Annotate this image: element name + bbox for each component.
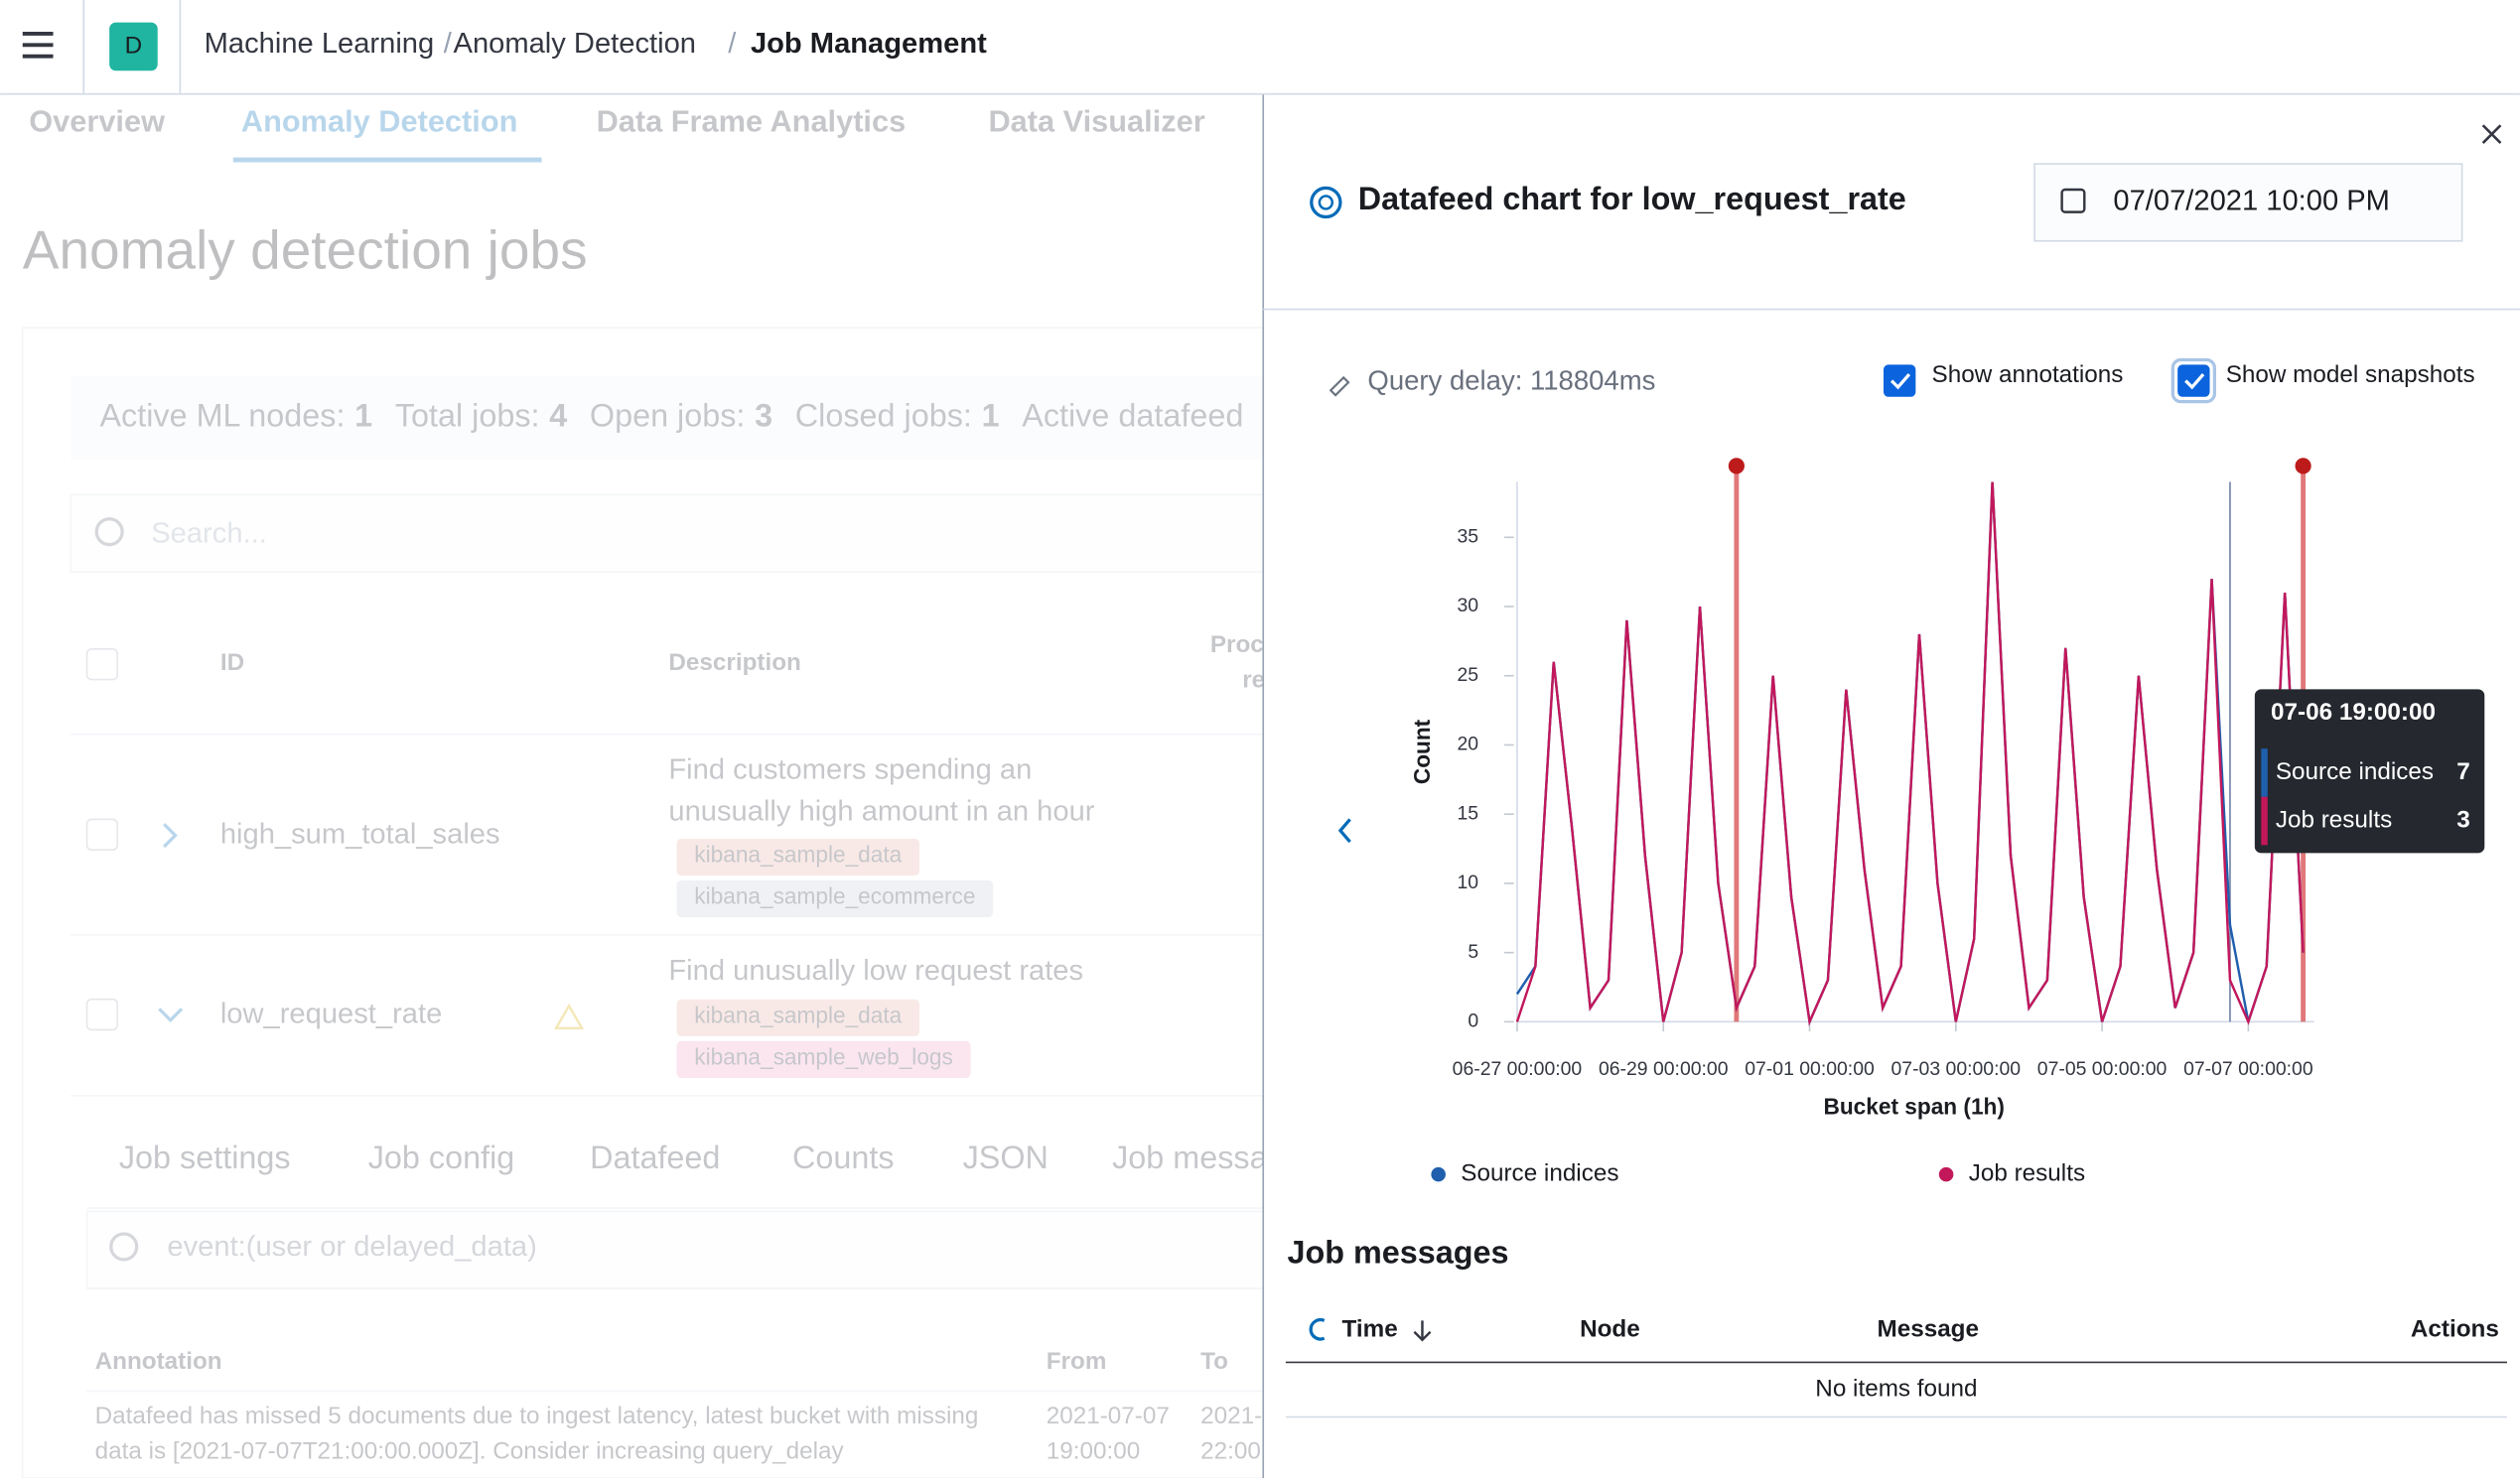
breadcrumb-sep: /: [444, 28, 453, 60]
legend-label[interactable]: Job results: [1969, 1160, 2085, 1187]
x-axis-title: Bucket span (1h): [1824, 1094, 2005, 1120]
query-delay: Query delay: 118804ms: [1367, 364, 1655, 395]
y-axis-title: Count: [1409, 719, 1435, 784]
checkmark: [1890, 373, 1911, 390]
date-picker[interactable]: [2033, 163, 2463, 242]
x-tick-label: 06-27 00:00:00: [1453, 1058, 1583, 1080]
flyout-title: Datafeed chart for low_request_rate: [1358, 181, 1906, 216]
column-header: Node: [1580, 1316, 1640, 1343]
breadcrumb[interactable]: Anomaly Detection: [454, 28, 696, 60]
empty-message: No items found: [1815, 1375, 1977, 1402]
title-icon: [1318, 195, 1334, 210]
overlay: [0, 94, 1264, 1478]
snapshot-line: [1734, 466, 1740, 1022]
tooltip-value: 3: [2456, 806, 2470, 833]
checkbox-label[interactable]: Show model snapshots: [2226, 361, 2475, 388]
column-header[interactable]: Time: [1342, 1316, 1398, 1343]
prev-arrow[interactable]: [1337, 818, 1351, 844]
snapshot-marker[interactable]: [1728, 458, 1745, 474]
y-tick-label: 30: [1458, 595, 1479, 616]
section-title: Job messages: [1288, 1235, 1509, 1271]
close-icon[interactable]: [2481, 124, 2502, 144]
header: [0, 0, 2520, 93]
snapshot-marker[interactable]: [2295, 458, 2311, 474]
x-tick-label: 07-01 00:00:00: [1745, 1058, 1875, 1080]
tooltip-value: 7: [2456, 758, 2470, 785]
y-tick-label: 5: [1468, 941, 1478, 963]
legend-swatch: [1938, 1166, 1954, 1182]
sort-icon: [1413, 1320, 1432, 1342]
y-tick-label: 0: [1468, 1010, 1478, 1031]
checkbox[interactable]: [1883, 364, 1916, 397]
column-header: Actions: [2411, 1316, 2499, 1343]
pencil-icon: [1329, 375, 1350, 397]
tooltip-label: Job results: [2276, 806, 2392, 833]
breadcrumb-sep: /: [728, 28, 737, 60]
y-tick-label: 35: [1458, 525, 1479, 547]
tooltip-title: 07-06 19:00:00: [2271, 699, 2436, 726]
tooltip-swatch: [2261, 796, 2268, 846]
refresh-icon[interactable]: [1309, 1318, 1326, 1341]
date-value: 07/07/2021 10:00 PM: [2113, 186, 2390, 217]
legend-label[interactable]: Source indices: [1461, 1160, 1618, 1187]
focus-ring: [2170, 357, 2216, 404]
x-tick-label: 07-03 00:00:00: [1891, 1058, 2022, 1080]
checkbox[interactable]: [2177, 364, 2210, 397]
series-line: [1515, 481, 2305, 1026]
checkmark: [2184, 373, 2205, 390]
y-tick-label: 10: [1458, 872, 1479, 893]
breadcrumb[interactable]: Machine Learning: [205, 28, 435, 60]
title-icon: [1310, 186, 1342, 219]
column-header: Message: [1877, 1316, 1979, 1343]
space-avatar[interactable]: [109, 22, 158, 71]
space-letter: D: [125, 32, 143, 59]
legend-swatch: [1431, 1166, 1446, 1182]
tooltip-label: Source indices: [2276, 758, 2434, 785]
x-tick-label: 06-29 00:00:00: [1599, 1058, 1729, 1080]
y-tick-label: 25: [1458, 664, 1479, 686]
x-tick-label: 07-07 00:00:00: [2183, 1058, 2313, 1080]
tooltip: [2254, 689, 2485, 854]
tooltip-swatch: [2261, 748, 2268, 797]
menu-icon[interactable]: [22, 32, 54, 59]
calendar-icon: [2060, 188, 2086, 213]
checkbox-label[interactable]: Show annotations: [1932, 361, 2124, 388]
y-tick-label: 20: [1458, 734, 1479, 755]
x-tick-label: 07-05 00:00:00: [2037, 1058, 2168, 1080]
breadcrumb: Job Management: [751, 28, 987, 60]
y-tick-label: 15: [1458, 802, 1479, 824]
